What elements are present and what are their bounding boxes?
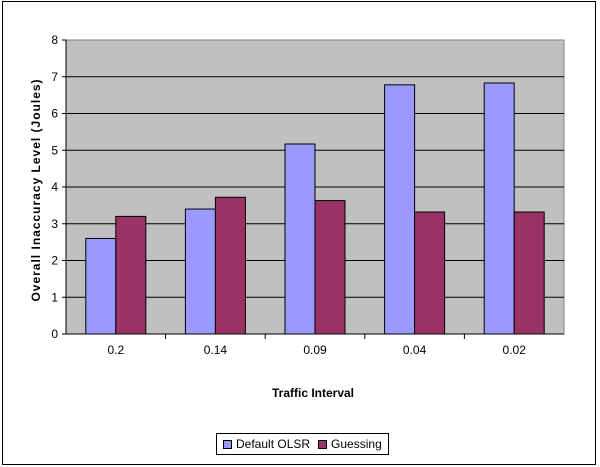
y-tick-label: 3 xyxy=(51,217,58,231)
x-tick-label: 0.2 xyxy=(107,343,124,357)
x-tick-label: 0.09 xyxy=(303,343,327,357)
legend-item-default-olsr: Default OLSR xyxy=(223,437,310,451)
y-tick-label: 4 xyxy=(51,180,58,194)
chart-legend: Default OLSR Guessing xyxy=(216,433,389,455)
y-tick-label: 6 xyxy=(51,107,58,121)
x-tick-label: 0.04 xyxy=(403,343,427,357)
y-tick-label: 1 xyxy=(51,290,58,304)
x-axis-title: Traffic Interval xyxy=(272,386,354,400)
x-tick-label: 0.14 xyxy=(204,343,228,357)
bar-guessing-2 xyxy=(314,200,346,335)
bar-default-olsr-2 xyxy=(284,143,316,335)
legend-label: Guessing xyxy=(331,437,382,451)
x-tick-label: 0.02 xyxy=(503,343,527,357)
bar-guessing-1 xyxy=(214,196,246,335)
bar-default-olsr-0 xyxy=(85,237,117,335)
y-tick-label: 7 xyxy=(51,70,58,84)
legend-swatch xyxy=(318,439,328,449)
y-tick-label: 5 xyxy=(51,143,58,157)
y-tick-label: 2 xyxy=(51,254,58,268)
legend-label: Default OLSR xyxy=(236,437,311,451)
legend-swatch xyxy=(223,439,232,449)
bar-guessing-4 xyxy=(513,211,545,335)
bar-default-olsr-4 xyxy=(483,82,515,335)
bar-guessing-3 xyxy=(414,211,446,335)
y-tick-label: 0 xyxy=(51,327,58,341)
y-axis-title: Overall Inaccuracy Level (Joules) xyxy=(29,78,43,301)
legend-item-guessing: Guessing xyxy=(318,437,382,451)
y-tick-label: 8 xyxy=(51,33,58,47)
bar-default-olsr-1 xyxy=(184,208,216,335)
bar-guessing-0 xyxy=(115,215,147,335)
bar-default-olsr-3 xyxy=(384,84,416,335)
